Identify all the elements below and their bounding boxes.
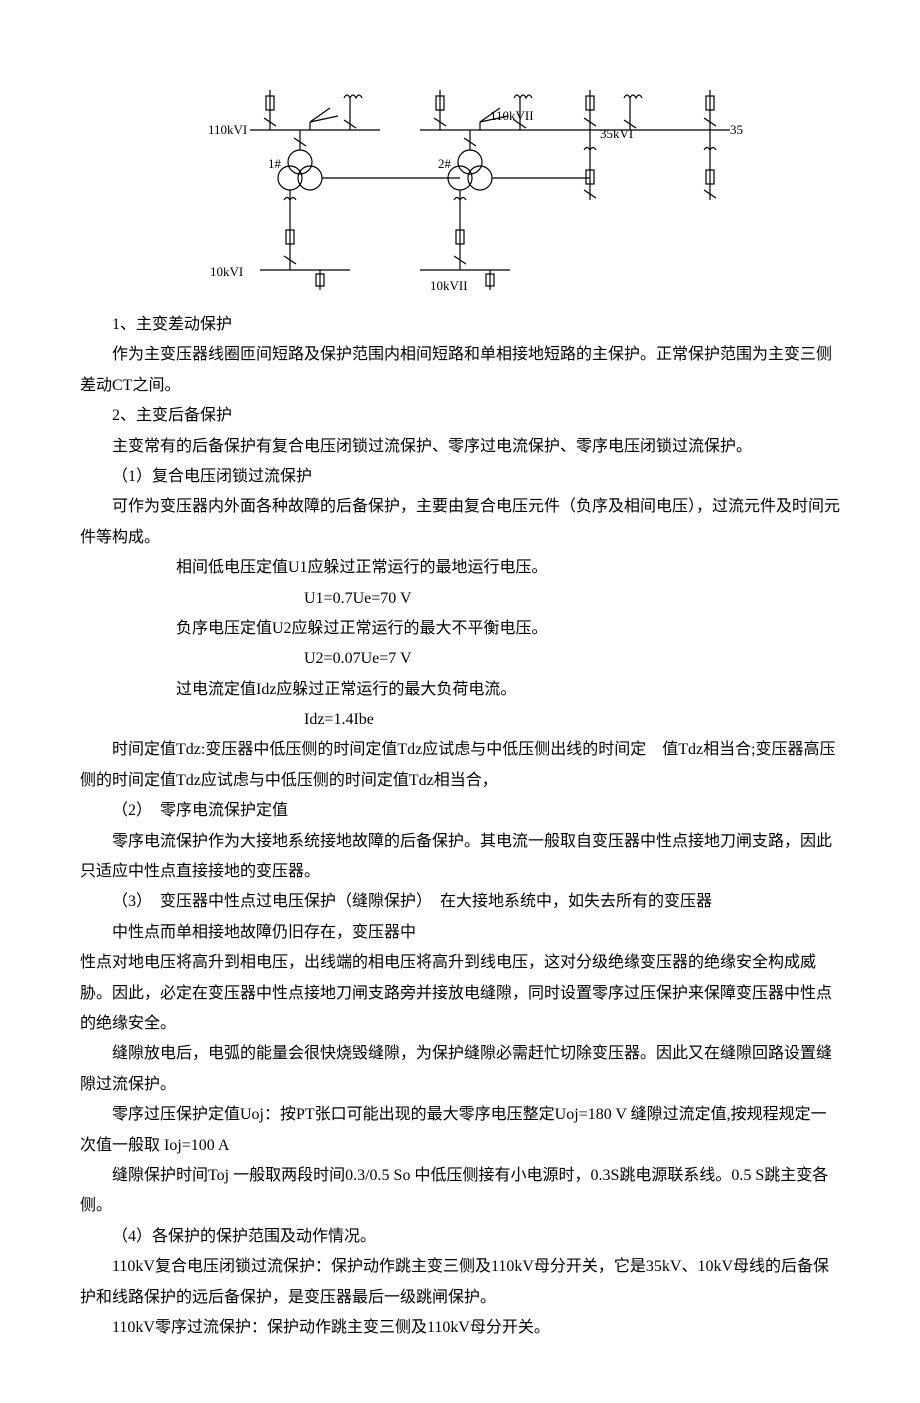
paragraph: 可作为变压器内外面各种故障的后备保护，主要由复合电压元件（负序及相间电压），过流…: [80, 492, 840, 553]
label-t1: 1#: [268, 156, 282, 171]
label-10kv2: 10kVII: [430, 278, 468, 293]
label-t2: 2#: [438, 156, 452, 171]
label-35kv1: 35kVI: [600, 126, 633, 141]
label-110kv1: 110kVI: [208, 122, 247, 137]
heading-2: 2、主变后备保护: [80, 401, 840, 431]
paragraph: 110kV复合电压闭锁过流保护：保护动作跳主变三侧及110kV母分开关，它是35…: [80, 1252, 840, 1313]
paragraph: 负序电压定值U2应躲过正常运行的最大不平衡电压。: [176, 614, 840, 644]
paragraph: 相间低电压定值U1应躲过正常运行的最地运行电压。: [176, 553, 840, 583]
formula: Idz=1.4Ibe: [304, 705, 840, 735]
subheading: （1）复合电压闭锁过流保护: [80, 462, 840, 492]
paragraph: 时间定值Tdz:变压器中低压侧的时间定值Tdz应试虑与中低压侧出线的时间定 值T…: [80, 735, 840, 796]
label-110kv2: 110kVII: [490, 108, 534, 123]
label-35: 35: [730, 122, 743, 137]
formula: U2=0.07Ue=7 V: [304, 644, 840, 674]
circuit-diagram: 110kVI 1# 110kVII 2# 35kVI 35 10kVI 10kV…: [190, 80, 840, 300]
paragraph: 主变常有的后备保护有复合电压闭锁过流保护、零序过电流保护、零序电压闭锁过流保护。: [80, 432, 840, 462]
paragraph: 缝隙保护时间Toj 一般取两段时间0.3/0.5 So 中低压侧接有小电源时，0…: [80, 1161, 840, 1222]
formula: U1=0.7Ue=70 V: [304, 584, 840, 614]
label-10kv1: 10kVI: [210, 264, 243, 279]
paragraph: 缝隙放电后，电弧的能量会很快烧毁缝隙，为保护缝隙必需赶忙切除变压器。因此又在缝隙…: [80, 1039, 840, 1100]
paragraph: 过电流定值Idz应躲过正常运行的最大负荷电流。: [176, 675, 840, 705]
subheading: （4）各保护的保护范围及动作情况。: [80, 1222, 840, 1252]
paragraph: 性点对地电压将高升到相电压，出线端的相电压将高升到线电压，这对分级绝缘变压器的绝…: [80, 948, 840, 1039]
paragraph: 中性点而单相接地故障仍旧存在，变压器中: [80, 918, 840, 948]
paragraph: 零序过压保护定值Uoj：按PT张口可能出现的最大零序电压整定Uoj=180 V …: [80, 1100, 840, 1161]
heading-1: 1、主变差动保护: [80, 310, 840, 340]
subheading: （2） 零序电流保护定值: [80, 796, 840, 826]
paragraph: 零序电流保护作为大接地系统接地故障的后备保护。其电流一般取自变压器中性点接地刀闸…: [80, 827, 840, 888]
paragraph: 110kV零序过流保护：保护动作跳主变三侧及110kV母分开关。: [80, 1313, 840, 1343]
paragraph: 作为主变压器线圈匝间短路及保护范围内相间短路和单相接地短路的主保护。正常保护范围…: [80, 340, 840, 401]
subheading: （3） 变压器中性点过电压保护（缝隙保护） 在大接地系统中，如失去所有的变压器: [80, 887, 840, 917]
